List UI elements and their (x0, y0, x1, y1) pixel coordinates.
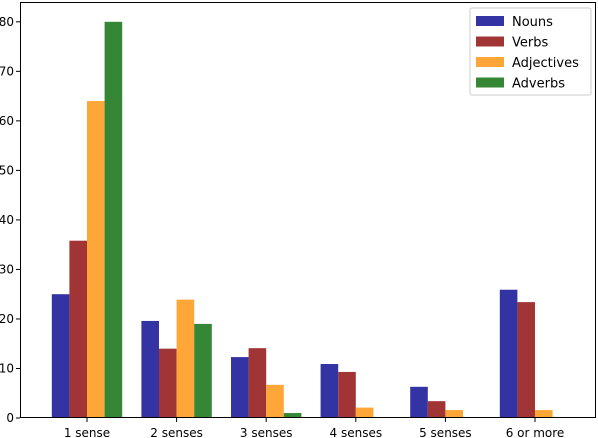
legend-swatch-verbs (476, 36, 504, 47)
x-tick-label: 4 senses (330, 426, 383, 438)
legend-label-verbs: Verbs (512, 36, 548, 51)
bar-adjectives-5-senses (445, 410, 463, 418)
legend-label-nouns: Nouns (512, 15, 553, 30)
y-tick-label: 70 (0, 64, 14, 78)
bar-nouns-4-senses (320, 364, 339, 418)
bar-adverbs-3-senses (283, 413, 302, 418)
y-tick-label: 80 (0, 15, 14, 29)
y-tick-label: 50 (0, 163, 14, 177)
bar-adjectives-4-senses (355, 407, 374, 418)
y-axis: 0 10 20 30 40 50 60 70 80 (0, 15, 20, 425)
bar-adjectives-1-sense (87, 101, 105, 419)
y-tick-label: 60 (0, 114, 14, 128)
y-tick-label: 30 (0, 262, 14, 276)
bar-adjectives-6-or-more (535, 410, 553, 418)
x-tick-label: 3 senses (240, 426, 293, 438)
legend-label-adverbs: Adverbs (512, 77, 565, 92)
bar-nouns-5-senses (410, 386, 428, 418)
legend-swatch-adjectives (476, 57, 504, 67)
bar-verbs-3-senses (248, 348, 267, 418)
bar-nouns-3-senses (231, 357, 249, 418)
bar-verbs-4-senses (338, 371, 356, 418)
legend-swatch-adverbs (476, 77, 504, 88)
bar-adjectives-2-senses (176, 299, 195, 418)
y-tick-label: 40 (0, 213, 14, 227)
legend-swatch-nouns (476, 16, 504, 26)
bar-verbs-6-or-more (517, 302, 535, 418)
bar-adjectives-3-senses (266, 384, 284, 418)
bars (51, 21, 553, 419)
bar-verbs-1-sense (69, 240, 87, 418)
x-tick-label: 2 senses (150, 426, 203, 438)
x-tick-label: 5 senses (419, 426, 472, 438)
y-tick-label: 10 (0, 361, 14, 375)
x-axis: 1 sense 2 senses 3 senses 4 senses 5 senses 6… (64, 418, 564, 438)
plot-frame (20, 2, 596, 418)
legend: Nouns Verbs Adjectives Adverbs (469, 7, 592, 96)
bar-nouns-6-or-more (499, 289, 518, 418)
bar-adverbs-2-senses (194, 323, 212, 418)
bar-nouns-2-senses (141, 320, 159, 418)
x-tick-label: 6 or more (506, 426, 565, 438)
legend-box (469, 7, 592, 96)
x-tick-label: 1 sense (64, 426, 110, 438)
bar-verbs-2-senses (159, 348, 177, 418)
bar-adverbs-1-sense (104, 21, 123, 419)
legend-label-adjectives: Adjectives (512, 56, 579, 71)
bar-verbs-5-senses (427, 401, 446, 418)
bar-nouns-1-sense (51, 294, 70, 418)
y-tick-label: 20 (0, 312, 14, 326)
y-tick-label: 0 (6, 411, 14, 425)
